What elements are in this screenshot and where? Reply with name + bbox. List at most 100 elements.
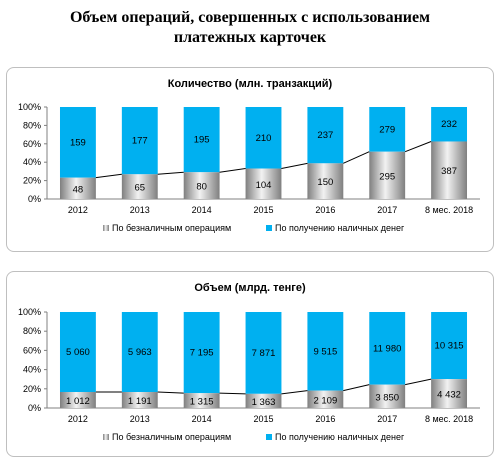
- data-label-cashless: 1 191: [128, 396, 152, 407]
- series-connector-line: [157, 171, 184, 175]
- chart-panel-count: Количество (млн. транзакций) 0% 20% 40% 60% 8…: [6, 67, 494, 252]
- legend-swatch-cash: [266, 434, 272, 440]
- bar-cash: [183, 107, 220, 173]
- y-tick-label: 40%: [23, 365, 41, 375]
- x-tick-label: 2012: [68, 414, 88, 424]
- bar-cash: [431, 312, 468, 380]
- y-tick-label: 100%: [18, 307, 41, 317]
- data-label-cashless: 150: [317, 177, 333, 188]
- y-tick-label: 20%: [23, 384, 41, 394]
- bar-cashless: [183, 172, 220, 199]
- data-label-cashless: 4 432: [437, 390, 461, 401]
- data-label-cash: 10 315: [435, 341, 464, 352]
- x-tick-label: 8 мес. 2018: [425, 205, 473, 215]
- bar-cash: [183, 312, 220, 394]
- bar-cashless: [307, 163, 344, 199]
- legend-swatch-cash: [266, 225, 272, 231]
- chart-title: Объем (млрд. тенге): [194, 282, 306, 294]
- x-tick-label: 2013: [130, 205, 150, 215]
- bar-cash: [245, 312, 282, 394]
- x-tick-label: 2016: [315, 205, 335, 215]
- legend-label-cashless: По безналичным операциям: [112, 223, 231, 233]
- y-tick-label: 60%: [23, 139, 41, 149]
- bar-cashless: [431, 141, 468, 199]
- bar-cashless: [307, 390, 344, 408]
- x-tick-label: 2015: [253, 414, 273, 424]
- bar-cashless: [245, 168, 282, 199]
- series-connector-line: [95, 173, 122, 179]
- bar-cash: [121, 312, 158, 393]
- y-tick-label: 20%: [23, 176, 41, 186]
- bar-cashless: [121, 174, 158, 199]
- chart-title: Количество (млн. транзакций): [168, 78, 333, 90]
- bar-cash: [369, 107, 406, 152]
- data-label-cash: 159: [70, 137, 86, 148]
- series-connector-line: [343, 384, 370, 392]
- legend-label-cashless: По безналичным операциям: [112, 432, 231, 442]
- series-connector-line: [219, 168, 246, 173]
- data-label-cashless: 1 363: [252, 397, 276, 408]
- series-connector-line: [219, 392, 246, 395]
- chart-panel-volume: Объем (млрд. тенге) 0% 20% 40% 60% 80% 100% 5 0…: [6, 271, 494, 457]
- y-tick-label: 80%: [23, 120, 41, 130]
- bar-cash: [431, 107, 468, 142]
- data-label-cashless: 65: [134, 183, 145, 194]
- page-title-line-1: Объем операций, совершенных с использова…: [69, 9, 430, 26]
- data-label-cash: 7 195: [190, 348, 214, 359]
- bar-cash: [369, 312, 406, 385]
- bar-cash: [307, 312, 344, 391]
- data-label-cash: 9 515: [313, 346, 337, 357]
- bar-cashless: [431, 379, 468, 408]
- data-label-cash: 5 060: [66, 347, 90, 358]
- x-tick-label: 2016: [315, 414, 335, 424]
- bar-cash: [59, 312, 96, 392]
- data-label-cashless: 104: [256, 180, 272, 191]
- bar-cashless: [59, 177, 96, 199]
- bar-cash: [307, 107, 344, 164]
- series-connector-line: [405, 378, 432, 386]
- bar-cash: [245, 107, 282, 169]
- bar-cashless: [183, 393, 220, 408]
- data-label-cash: 210: [256, 133, 272, 144]
- x-tick-label: 2014: [192, 414, 212, 424]
- bar-cash: [121, 107, 158, 175]
- data-label-cash: 11 980: [373, 343, 401, 354]
- x-tick-label: 8 мес. 2018: [425, 414, 473, 424]
- data-label-cash: 237: [317, 130, 333, 141]
- series-connector-line: [157, 391, 184, 394]
- series-connector-line: [281, 162, 308, 170]
- data-label-cashless: 3 850: [375, 392, 399, 403]
- data-label-cashless: 295: [379, 171, 395, 182]
- series-connector-line: [404, 141, 432, 153]
- y-tick-label: 0%: [28, 194, 41, 204]
- chart-volume-svg: Объем (млрд. тенге) 0% 20% 40% 60% 80% 100% 5 0…: [18, 282, 480, 442]
- data-label-cash: 195: [194, 135, 210, 146]
- bar-cashless: [121, 392, 158, 408]
- series-connector-line: [343, 151, 370, 164]
- data-label-cash: 7 871: [252, 348, 276, 359]
- x-tick-label: 2015: [253, 205, 273, 215]
- legend-swatch-cashless: [103, 434, 109, 440]
- bar-cashless: [245, 393, 282, 408]
- data-label-cash: 232: [441, 119, 457, 130]
- x-tick-label: 2014: [192, 205, 212, 215]
- x-tick-label: 2013: [130, 414, 150, 424]
- y-tick-label: 100%: [18, 102, 41, 112]
- data-label-cashless: 2 109: [313, 395, 337, 406]
- legend-label-cash: По получению наличных денег: [275, 432, 405, 442]
- y-tick-label: 80%: [23, 326, 41, 336]
- bar-cashless: [369, 384, 406, 408]
- y-tick-label: 40%: [23, 157, 41, 167]
- data-label-cash: 279: [379, 124, 395, 135]
- bar-cashless: [369, 151, 406, 199]
- chart-count-svg: Количество (млн. транзакций) 0% 20% 40% 60% 8…: [18, 78, 480, 233]
- x-tick-label: 2017: [377, 205, 397, 215]
- data-label-cashless: 80: [196, 182, 207, 193]
- y-tick-label: 60%: [23, 345, 41, 355]
- data-label-cash: 177: [132, 136, 148, 147]
- x-tick-label: 2012: [68, 205, 88, 215]
- y-tick-label: 0%: [28, 403, 41, 413]
- data-label-cashless: 1 315: [190, 397, 214, 408]
- data-label-cashless: 387: [441, 166, 457, 177]
- data-label-cash: 5 963: [128, 347, 152, 358]
